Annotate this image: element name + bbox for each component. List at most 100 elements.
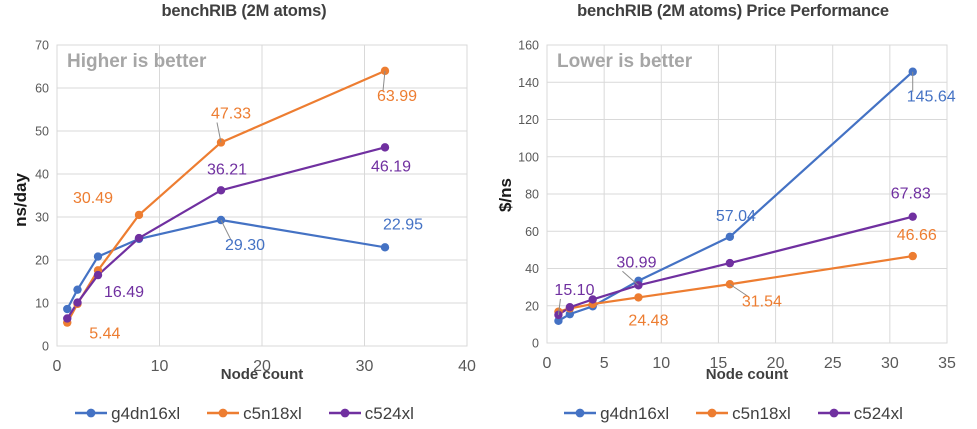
- label-leader-line: [382, 70, 386, 91]
- legend-label: c524xl: [364, 403, 414, 423]
- data-label-g4dn16xl: 22.95: [383, 216, 423, 233]
- legend-label: g4dn16xl: [600, 403, 670, 423]
- data-label-c5n18xl: 63.99: [377, 88, 417, 105]
- data-point-c524xl: [216, 186, 226, 195]
- data-point-g4dn16xl: [554, 316, 563, 326]
- x-axis-tick-label: 5: [600, 355, 609, 372]
- y-axis-tick-label: 70: [35, 39, 49, 53]
- x-axis-tick-label: 30: [356, 358, 374, 375]
- y-axis-tick-label: 40: [525, 262, 539, 276]
- data-label-g4dn16xl: 145.64: [907, 89, 956, 106]
- chart-annotation: Lower is better: [557, 51, 693, 72]
- data-point-c524xl: [725, 258, 735, 268]
- data-label-c524xl: 30.99: [616, 254, 656, 271]
- data-point-c5n18xl: [134, 210, 144, 220]
- chart-annotation: Higher is better: [67, 51, 207, 72]
- data-label-c524xl: 15.10: [554, 282, 594, 299]
- data-label-c5n18xl: 24.48: [628, 312, 668, 329]
- legend-item-g4dn16xl[interactable]: g4dn16xl: [74, 405, 180, 422]
- y-axis-tick-label: 60: [525, 225, 539, 239]
- legend-item-c524xl[interactable]: c524xl: [817, 405, 903, 422]
- chart-panel-throughput: benchRIB (2M atoms) 0 10 20 30 40 50 60 70 0 10 20…: [0, 0, 488, 429]
- data-point-g4dn16xl: [93, 252, 103, 261]
- x-axis-tick-label: 0: [53, 358, 62, 375]
- label-leader-line: [216, 122, 222, 143]
- y-axis-tick-label: 10: [35, 297, 49, 311]
- legend-item-g4dn16xl[interactable]: g4dn16xl: [563, 405, 669, 422]
- x-axis-tick-label: 40: [458, 358, 476, 375]
- x-axis-tick-label: 10: [652, 355, 670, 372]
- y-axis-tick-label: 20: [525, 299, 539, 313]
- data-label-c5n18xl: 46.66: [897, 227, 937, 244]
- x-axis-tick-label: 25: [824, 355, 842, 372]
- label-leader-line: [622, 270, 639, 286]
- y-axis-tick-label: 160: [518, 39, 539, 53]
- x-axis-tick-label: 20: [767, 355, 785, 372]
- data-point-c5n18xl: [725, 280, 735, 289]
- x-axis-tick-label: 10: [151, 358, 169, 375]
- series-line-c5n18xl: [557, 254, 914, 313]
- page-title-right: benchRIB (2M atoms) Price Performance: [577, 2, 889, 20]
- data-point-c524xl: [73, 298, 82, 307]
- y-axis-tick-label: 60: [35, 82, 49, 96]
- y-axis-tick-label: 80: [525, 188, 539, 202]
- data-label-c524xl: 46.19: [371, 158, 411, 175]
- data-point-g4dn16xl: [565, 309, 575, 319]
- data-point-c5n18xl: [634, 293, 643, 302]
- legend-label: g4dn16xl: [111, 403, 181, 423]
- y-axis-tick-label: 140: [518, 76, 539, 90]
- data-label-c5n18xl: 30.49: [73, 190, 113, 207]
- legend-marker-icon: [564, 408, 597, 418]
- legend-marker-icon: [75, 408, 108, 418]
- y-axis-tick-label: 40: [35, 168, 49, 182]
- label-leader-line: [557, 298, 561, 315]
- plot-area-left: 0 10 20 30 40 50 60 70 0 10 20 30 40 Higher is better…: [11, 39, 476, 384]
- x-axis-tick-label: 35: [938, 355, 956, 372]
- data-label-c524xl: 67.83: [891, 186, 931, 203]
- legend-marker-icon: [696, 408, 729, 418]
- y-axis-tick-label: 20: [35, 254, 49, 268]
- data-label-c5n18xl: 5.44: [89, 326, 120, 343]
- data-point-c5n18xl: [908, 251, 917, 261]
- data-point-c524xl: [134, 233, 144, 243]
- data-point-g4dn16xl: [380, 243, 390, 252]
- legend-label: c524xl: [853, 403, 903, 423]
- y-axis-tick-label: 0: [532, 337, 539, 351]
- data-point-g4dn16xl: [725, 232, 735, 241]
- data-point-c524xl: [565, 303, 575, 312]
- y-axis-tick-label: 100: [518, 150, 539, 164]
- legend-marker-icon: [207, 408, 240, 418]
- label-leader-line: [729, 283, 749, 297]
- data-label-g4dn16xl: 57.04: [716, 208, 756, 225]
- x-axis-tick-label: 20: [253, 358, 271, 375]
- y-axis-title: $/ns: [496, 178, 515, 212]
- x-axis-tick-label: 15: [710, 355, 728, 372]
- label-leader-line: [220, 219, 232, 241]
- y-axis-tick-label: 0: [42, 340, 49, 354]
- legend-left: g4dn16xl c5n18xl c524xl: [0, 401, 488, 425]
- data-point-c524xl: [93, 270, 103, 280]
- data-label-c524xl: 16.49: [104, 284, 144, 301]
- legend-marker-icon: [328, 408, 361, 418]
- legend-item-c5n18xl[interactable]: c5n18xl: [206, 405, 302, 422]
- data-point-g4dn16xl: [73, 285, 82, 294]
- y-axis-tick-label: 30: [35, 211, 49, 225]
- y-axis-title: ns/day: [11, 173, 30, 227]
- legend-label: c5n18xl: [243, 403, 302, 423]
- x-axis-title: Node count: [221, 366, 304, 383]
- data-point-c524xl: [588, 295, 597, 304]
- legend-label: c5n18xl: [732, 403, 791, 423]
- data-point-c524xl: [63, 314, 72, 323]
- x-axis-title: Node count: [706, 366, 789, 383]
- legend-item-c5n18xl[interactable]: c5n18xl: [695, 405, 791, 422]
- plot-border: [546, 44, 948, 344]
- data-point-g4dn16xl: [63, 304, 72, 314]
- data-point-c524xl: [908, 212, 917, 221]
- plot-area-right: 0 20 40 60 80 100 120 140 160 0 5 10 15 20 25 30 35 Lower…: [496, 39, 956, 384]
- data-label-c5n18xl: 47.33: [211, 105, 251, 122]
- legend-right: g4dn16xl c5n18xl c524xl: [489, 401, 977, 425]
- plot-border: [56, 44, 468, 347]
- y-axis-tick-label: 50: [35, 125, 49, 139]
- legend-item-c524xl[interactable]: c524xl: [328, 405, 414, 422]
